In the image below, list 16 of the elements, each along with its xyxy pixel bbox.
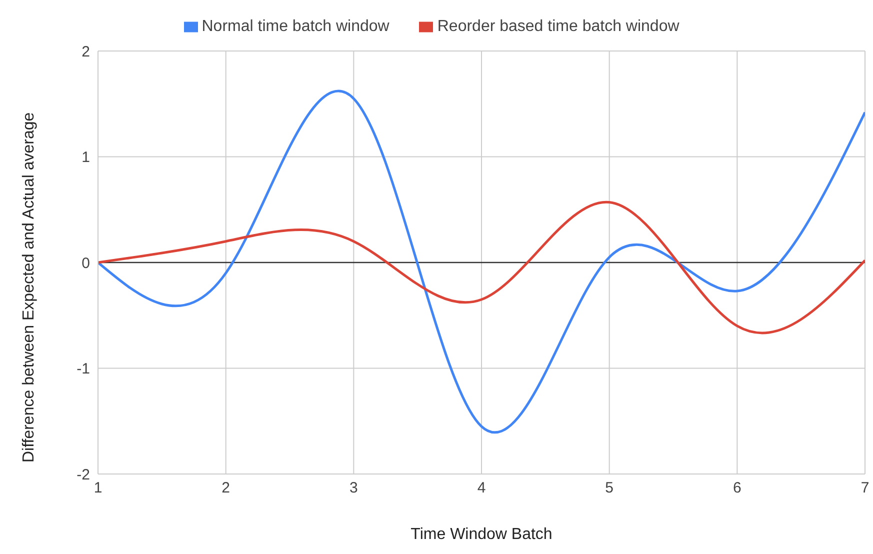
legend-label: Normal time batch window bbox=[202, 18, 390, 35]
x-tick-label: 2 bbox=[222, 480, 230, 497]
x-tick-label: 1 bbox=[94, 480, 102, 497]
y-tick-label: 1 bbox=[82, 149, 90, 166]
x-tick-label: 7 bbox=[860, 480, 870, 497]
y-tick-label: -1 bbox=[76, 360, 90, 378]
x-tick-label: 5 bbox=[605, 480, 614, 497]
x-axis-title: Time Window Batch bbox=[410, 526, 552, 543]
x-tick-label: 6 bbox=[732, 480, 742, 497]
y-tick-label: 2 bbox=[82, 43, 90, 60]
x-tick-label: 3 bbox=[349, 480, 358, 497]
legend-label: Reorder based time batch window bbox=[437, 18, 680, 35]
x-tick-label: 4 bbox=[477, 480, 486, 497]
y-tick-label: -2 bbox=[76, 466, 90, 484]
y-tick-label: 0 bbox=[82, 254, 90, 272]
y-axis-title: Difference between Expected and Actual average bbox=[20, 112, 38, 462]
